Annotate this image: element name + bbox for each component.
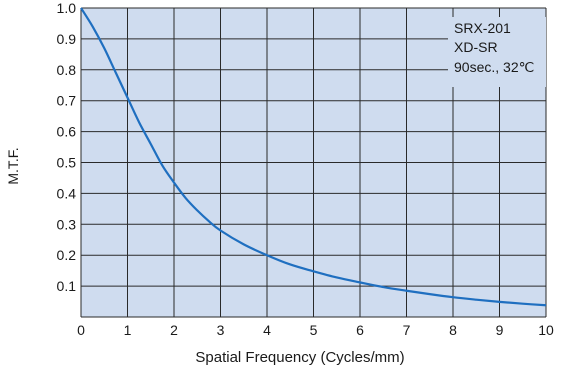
legend-line-1: SRX-201 (454, 20, 511, 36)
y-tick-label: 0.1 (57, 278, 77, 294)
mtf-curve (80, 7, 547, 307)
legend-box: SRX-201 XD-SR 90sec., 32℃ (448, 17, 546, 87)
y-tick-label: 1.0 (57, 0, 77, 16)
y-tick-label: 0.7 (57, 93, 77, 109)
x-axis-label: Spatial Frequency (Cycles/mm) (195, 349, 404, 366)
x-tick-labels: 0 1 2 3 4 5 6 7 8 9 10 (77, 322, 554, 338)
x-tick-label: 0 (77, 322, 85, 338)
x-tick-label: 1 (124, 322, 132, 338)
x-tick-label: 3 (217, 322, 225, 338)
x-tick-label: 10 (538, 322, 554, 338)
x-tick-label: 9 (496, 322, 504, 338)
y-tick-labels: 0.1 0.2 0.3 0.4 0.5 0.6 0.7 0.8 0.9 1.0 (57, 0, 77, 294)
x-tick-label: 4 (263, 322, 271, 338)
legend-line-2: XD-SR (454, 39, 498, 55)
y-tick-label: 0.6 (57, 124, 77, 140)
y-tick-label: 0.4 (57, 185, 77, 201)
x-tick-label: 8 (449, 322, 457, 338)
y-tick-label: 0.3 (57, 216, 77, 232)
y-axis-label: M.T.F. (5, 147, 21, 184)
x-tick-label: 6 (356, 322, 364, 338)
x-tick-label: 7 (403, 322, 411, 338)
legend-line-3: 90sec., 32℃ (454, 59, 534, 75)
y-tick-label: 0.8 (57, 62, 77, 78)
y-tick-label: 0.5 (57, 155, 77, 171)
legend-background (448, 17, 546, 87)
x-tick-label: 5 (310, 322, 318, 338)
y-tick-label: 0.2 (57, 247, 77, 263)
y-tick-label: 0.9 (57, 31, 77, 47)
x-tick-label: 2 (170, 322, 178, 338)
